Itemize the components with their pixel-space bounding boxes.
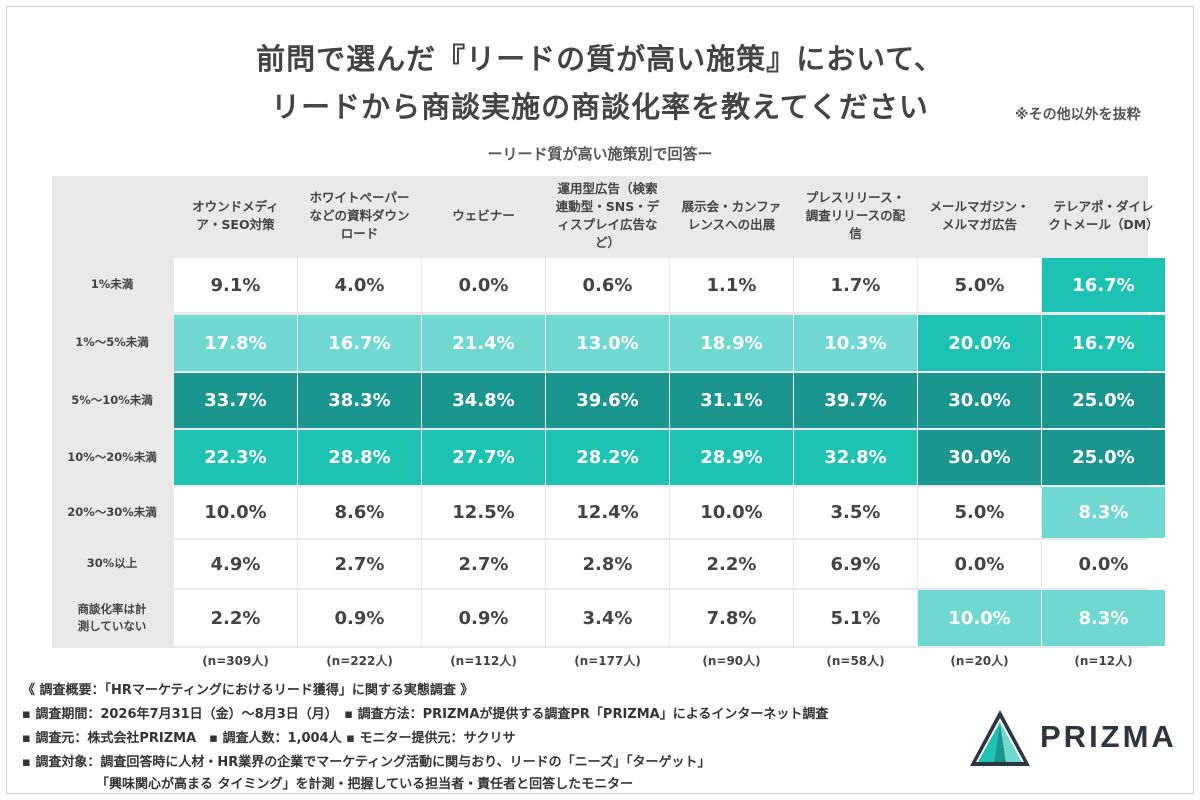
row-header: 20%〜30%未満 <box>52 487 172 538</box>
table-corner <box>52 176 172 256</box>
table-cell: 1.1% <box>670 258 793 312</box>
table-cell: 10.3% <box>794 315 917 371</box>
table-cell: 3.5% <box>794 487 917 538</box>
row-header: 30%以上 <box>52 540 172 588</box>
table-cell: 17.8% <box>174 315 297 371</box>
table-cell: 10.0% <box>670 487 793 538</box>
table-cell: 30.0% <box>918 430 1041 485</box>
table-cell: 27.7% <box>422 430 545 485</box>
chart-title-line1: 前問で選んだ『リードの質が高い施策』において、 <box>256 42 944 76</box>
table-cell: 2.7% <box>422 540 545 588</box>
data-table: オウンドメディア・SEO対策 ホワイトペーパーなどの資料ダウンロード ウェビナー 運用… <box>52 176 1165 648</box>
row-header: 商談化率は計測していない <box>52 590 172 646</box>
table-cell: 28.9% <box>670 430 793 485</box>
table-cell: 4.0% <box>298 258 421 312</box>
sample-count: (n=12人) <box>1074 654 1133 668</box>
table-cell: 2.2% <box>174 590 297 646</box>
table-cell: 33.7% <box>174 373 297 428</box>
table-cell: 6.9% <box>794 540 917 588</box>
table-cell: 0.0% <box>422 258 545 312</box>
table-cell: 0.9% <box>298 590 421 646</box>
footer-summary: 《 調査概要：「HRマーケティングにおけるリード獲得」に関する実態調査 》 <box>22 683 474 698</box>
prizma-logo-icon <box>970 710 1030 766</box>
table-cell: 2.7% <box>298 540 421 588</box>
table-cell: 1.7% <box>794 258 917 312</box>
column-header: ホワイトペーパーなどの資料ダウンロード <box>309 189 410 242</box>
table-cell: 9.1% <box>174 258 297 312</box>
prizma-logo-text: PRIZMA <box>1040 719 1177 754</box>
chart-note: ※その他以外を抜粋 <box>1015 107 1141 123</box>
footer-target: ▪ 調査対象：調査回答時に人材・HR業界の企業でマーケティング活動に関与おり、リ… <box>22 755 711 770</box>
column-header: テレアポ・ダイレクトメール（DM） <box>1048 198 1159 232</box>
table-cell: 5.1% <box>794 590 917 646</box>
sample-count: (n=90人) <box>702 654 761 668</box>
footer-target-cont: 「興味関心が高まる タイミング」を計測・把握している担当者・責任者と回答したモニ… <box>96 777 634 792</box>
table-cell: 32.8% <box>794 430 917 485</box>
table-cell: 4.9% <box>174 540 297 588</box>
table-cell: 39.7% <box>794 373 917 428</box>
table-cell: 0.6% <box>546 258 669 312</box>
table-cell: 31.1% <box>670 373 793 428</box>
footer-source: ▪ 調査元：株式会社PRIZMA ▪ 調査人数：1,004人 ▪ モニター提供元… <box>22 731 516 746</box>
column-header: プレスリリース・調査リリースの配信 <box>805 189 906 242</box>
table-cell: 0.0% <box>918 540 1041 588</box>
sample-count: (n=222人) <box>326 654 393 668</box>
sample-count: (n=20人) <box>950 654 1009 668</box>
table-cell: 18.9% <box>670 315 793 371</box>
sample-count: (n=112人) <box>450 654 517 668</box>
sample-count: (n=177人) <box>574 654 641 668</box>
table-cell: 2.8% <box>546 540 669 588</box>
table-cell: 0.0% <box>1042 540 1165 588</box>
table-cell: 25.0% <box>1042 373 1165 428</box>
footer-period: ▪ 調査期間：2026年7月31日（金）〜8月3日（月） ▪ 調査方法：PRIZ… <box>22 707 829 722</box>
table-cell: 22.3% <box>174 430 297 485</box>
sample-count: (n=58人) <box>826 654 885 668</box>
frame-border <box>6 6 1194 794</box>
table-cell: 16.7% <box>1042 315 1165 371</box>
table-cell: 28.2% <box>546 430 669 485</box>
table-cell: 7.8% <box>670 590 793 646</box>
table-cell: 21.4% <box>422 315 545 371</box>
table-cell: 10.0% <box>918 590 1041 646</box>
table-cell: 3.4% <box>546 590 669 646</box>
table-cell: 2.2% <box>670 540 793 588</box>
table-cell: 28.8% <box>298 430 421 485</box>
table-cell: 12.4% <box>546 487 669 538</box>
table-cell: 38.3% <box>298 373 421 428</box>
table-cell: 25.0% <box>1042 430 1165 485</box>
row-header: 1%未満 <box>52 258 172 312</box>
table-cell: 39.6% <box>546 373 669 428</box>
table-cell: 34.8% <box>422 373 545 428</box>
column-header: オウンドメディア・SEO対策 <box>192 198 279 232</box>
table-cell: 16.7% <box>298 315 421 371</box>
column-header: ウェビナー <box>452 207 515 223</box>
table-cell: 8.3% <box>1042 487 1165 538</box>
table-cell: 20.0% <box>918 315 1041 371</box>
table-cell: 0.9% <box>422 590 545 646</box>
table-cell: 5.0% <box>918 258 1041 312</box>
chart-subtitle: ーリード質が高い施策別で回答ー <box>487 145 713 163</box>
column-header: 展示会・カンファレンスへの出展 <box>681 198 782 232</box>
row-header: 10%〜20%未満 <box>52 430 172 485</box>
sample-count: (n=309人) <box>202 654 269 668</box>
column-header: 運用型広告（検索連動型・SNS・ディスプレイ広告など） <box>555 180 660 251</box>
row-header: 5%〜10%未満 <box>52 373 172 428</box>
column-header: メールマガジン・メルマガ広告 <box>929 198 1030 232</box>
table-cell: 8.3% <box>1042 590 1165 646</box>
table-cell: 12.5% <box>422 487 545 538</box>
table-cell: 8.6% <box>298 487 421 538</box>
table-cell: 13.0% <box>546 315 669 371</box>
table-cell: 5.0% <box>918 487 1041 538</box>
table-cell: 10.0% <box>174 487 297 538</box>
chart-title-line2: リードから商談実施の商談化率を教えてください <box>271 90 929 124</box>
table-cell: 30.0% <box>918 373 1041 428</box>
row-header: 1%〜5%未満 <box>52 315 172 371</box>
table-cell: 16.7% <box>1042 258 1165 312</box>
